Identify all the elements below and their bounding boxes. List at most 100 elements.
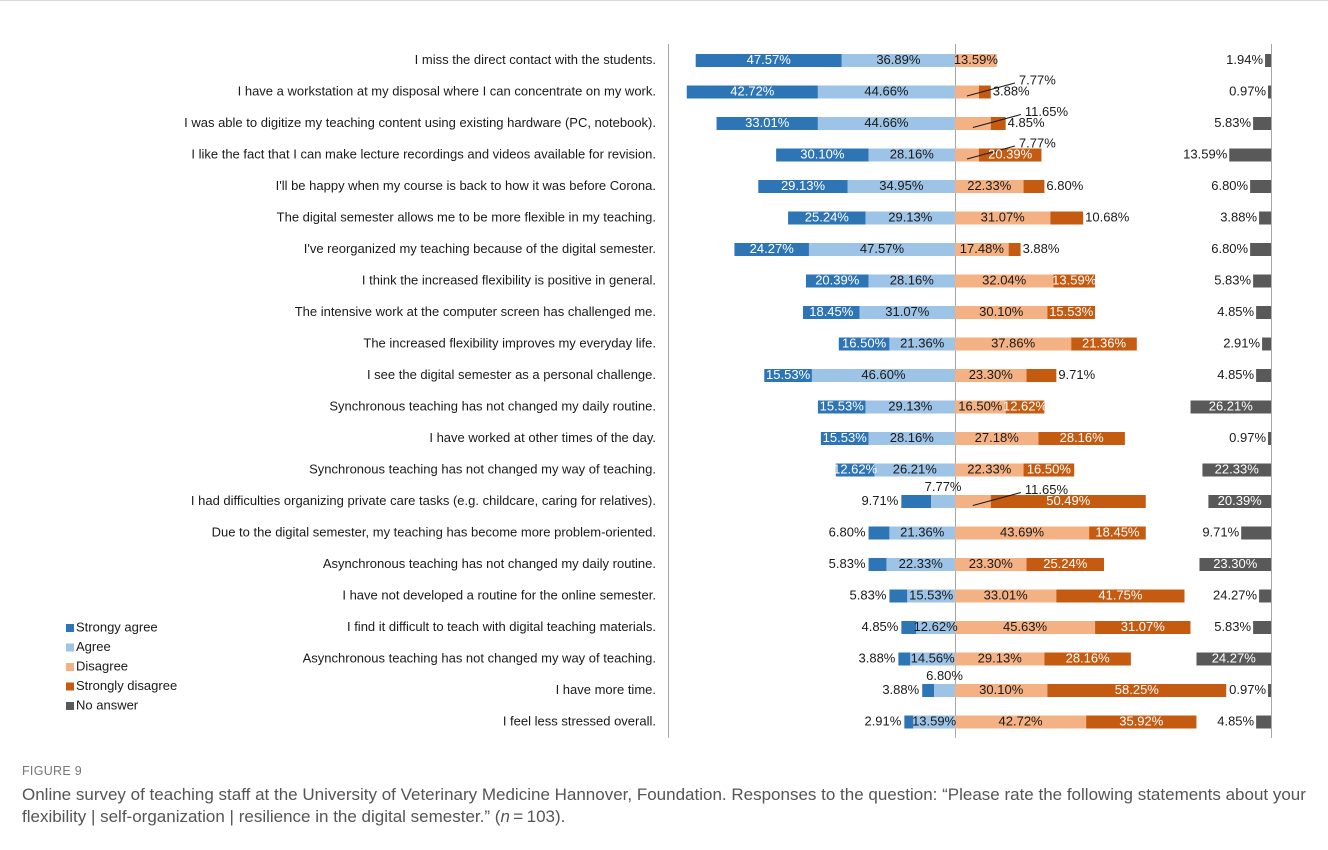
- label-disagree: 22.33%: [967, 178, 1012, 193]
- label-no-answer: 5.83%: [1214, 115, 1251, 130]
- category-label: I'll be happy when my course is back to …: [276, 178, 656, 193]
- label-agree: 44.66%: [864, 83, 909, 98]
- label-strongly-agree: 3.88%: [859, 650, 896, 665]
- bar-strongly-agree: [695, 54, 842, 67]
- category-label: Due to the digital semester, my teaching…: [212, 524, 656, 539]
- label-disagree: 37.86%: [991, 335, 1036, 350]
- label-agree: 34.95%: [879, 178, 924, 193]
- caption-text-before: Online survey of teaching staff at the U…: [22, 785, 1306, 827]
- category-label: I think the increased flexibility is pos…: [362, 272, 656, 287]
- legend-entry: Agree: [76, 639, 111, 654]
- bar-strongly-agree: [734, 243, 809, 256]
- caption-text: Online survey of teaching staff at the U…: [22, 784, 1312, 828]
- bar-disagree: [955, 369, 1027, 382]
- caption-label: FIGURE 9: [22, 764, 83, 778]
- bar-strongly-agree: [889, 589, 908, 603]
- bar-strongly-disagree: [1026, 558, 1105, 571]
- label-strongly-disagree: 12.62%: [1003, 398, 1048, 413]
- label-no-answer: 0.97%: [1229, 83, 1266, 98]
- label-strongly-disagree: 15.53%: [1049, 304, 1094, 319]
- category-label: Asynchronous teaching has not changed my…: [303, 650, 656, 665]
- bar-disagree: [955, 180, 1024, 193]
- category-label: I feel less stressed overall.: [503, 713, 656, 728]
- label-no-answer: 20.39%: [1218, 493, 1263, 508]
- bar-no-answer: [1256, 306, 1271, 319]
- bar-strongly-disagree: [990, 117, 1006, 130]
- label-disagree: 29.13%: [978, 650, 1023, 665]
- label-strongly-agree: 18.45%: [809, 304, 854, 319]
- label-strongly-agree: 30.10%: [800, 146, 845, 161]
- label-no-answer: 5.83%: [1214, 272, 1251, 287]
- label-disagree: 27.18%: [975, 430, 1020, 445]
- category-label: The increased flexibility improves my ev…: [363, 335, 656, 350]
- label-strongly-agree: 47.57%: [747, 52, 792, 67]
- bar-agree: [874, 463, 955, 477]
- label-no-answer: 2.91%: [1223, 335, 1260, 350]
- bar-strongly-agree: [802, 306, 860, 319]
- label-strongly-agree: 6.80%: [829, 524, 866, 539]
- label-strongly-disagree: 31.07%: [1121, 619, 1166, 634]
- label-no-answer: 24.27%: [1213, 587, 1258, 602]
- bar-no-answer: [1253, 274, 1271, 288]
- label-no-answer: 24.27%: [1212, 650, 1257, 665]
- bar-disagree: [955, 715, 1087, 729]
- bar-disagree: [955, 400, 1006, 414]
- bar-disagree: [955, 463, 1024, 477]
- bar-no-answer: [1229, 148, 1271, 162]
- label-agree: 31.07%: [885, 304, 930, 319]
- category-label: I see the digital semester as a personal…: [367, 367, 656, 382]
- label-no-answer: 0.97%: [1229, 682, 1266, 697]
- legend-swatch: [66, 624, 74, 632]
- category-label: Synchronous teaching has not changed my …: [329, 398, 656, 413]
- label-strongly-agree: 33.01%: [745, 115, 790, 130]
- label-disagree: 32.04%: [982, 272, 1027, 287]
- bar-disagree: [955, 148, 979, 162]
- bar-strongly-disagree: [1023, 463, 1075, 477]
- bar-agree: [868, 274, 955, 288]
- bar-strongly-disagree: [1047, 684, 1227, 697]
- label-strongly-disagree: 25.24%: [1043, 556, 1088, 571]
- label-disagree: 22.33%: [967, 461, 1012, 476]
- bar-disagree: [955, 54, 997, 67]
- bar-strongly-disagree: [1086, 715, 1197, 729]
- bar-agree: [916, 621, 955, 634]
- bar-strongly-agree: [904, 715, 914, 729]
- label-disagree: 13.59%: [954, 52, 999, 67]
- bar-no-answer: [1196, 652, 1271, 666]
- label-strongly-disagree: 28.16%: [1066, 650, 1111, 665]
- bar-no-answer: [1250, 243, 1271, 256]
- bar-strongly-disagree: [1089, 526, 1146, 540]
- label-leader-line: [966, 145, 1016, 160]
- label-strongly-disagree: 18.45%: [1095, 524, 1140, 539]
- bar-agree: [841, 54, 955, 67]
- bar-strongly-agree: [901, 495, 932, 508]
- bar-disagree: [955, 432, 1039, 445]
- bar-agree: [811, 369, 955, 382]
- label-agree: 14.56%: [911, 650, 956, 665]
- bar-disagree: [955, 211, 1051, 225]
- label-no-answer: 6.80%: [1211, 241, 1248, 256]
- label-strongly-disagree: 6.80%: [1046, 178, 1083, 193]
- label-disagree: 23.30%: [969, 556, 1014, 571]
- bar-disagree: [955, 684, 1048, 697]
- label-no-answer: 4.85%: [1217, 713, 1254, 728]
- bar-disagree: [955, 526, 1090, 540]
- bar-no-answer: [1265, 54, 1271, 67]
- bar-disagree: [955, 243, 1009, 256]
- bar-strongly-disagree: [1044, 652, 1131, 666]
- bar-strongly-agree: [716, 117, 818, 130]
- label-no-answer: 0.97%: [1229, 430, 1266, 445]
- label-disagree: 33.01%: [984, 587, 1029, 602]
- label-strongly-agree: 9.71%: [861, 493, 898, 508]
- bar-strongly-agree: [758, 180, 848, 193]
- label-no-answer: 26.21%: [1209, 398, 1254, 413]
- label-strongly-agree: 3.88%: [882, 682, 919, 697]
- label-leader-line: [972, 114, 1022, 128]
- label-disagree: 11.65%: [1025, 104, 1069, 119]
- label-agree: 28.16%: [890, 272, 935, 287]
- category-label: I was able to digitize my teaching conte…: [184, 115, 656, 130]
- label-strongly-disagree: 10.68%: [1085, 209, 1130, 224]
- legend-swatch: [66, 643, 74, 652]
- bar-agree: [886, 558, 955, 571]
- category-label: I have a workstation at my disposal wher…: [238, 83, 656, 98]
